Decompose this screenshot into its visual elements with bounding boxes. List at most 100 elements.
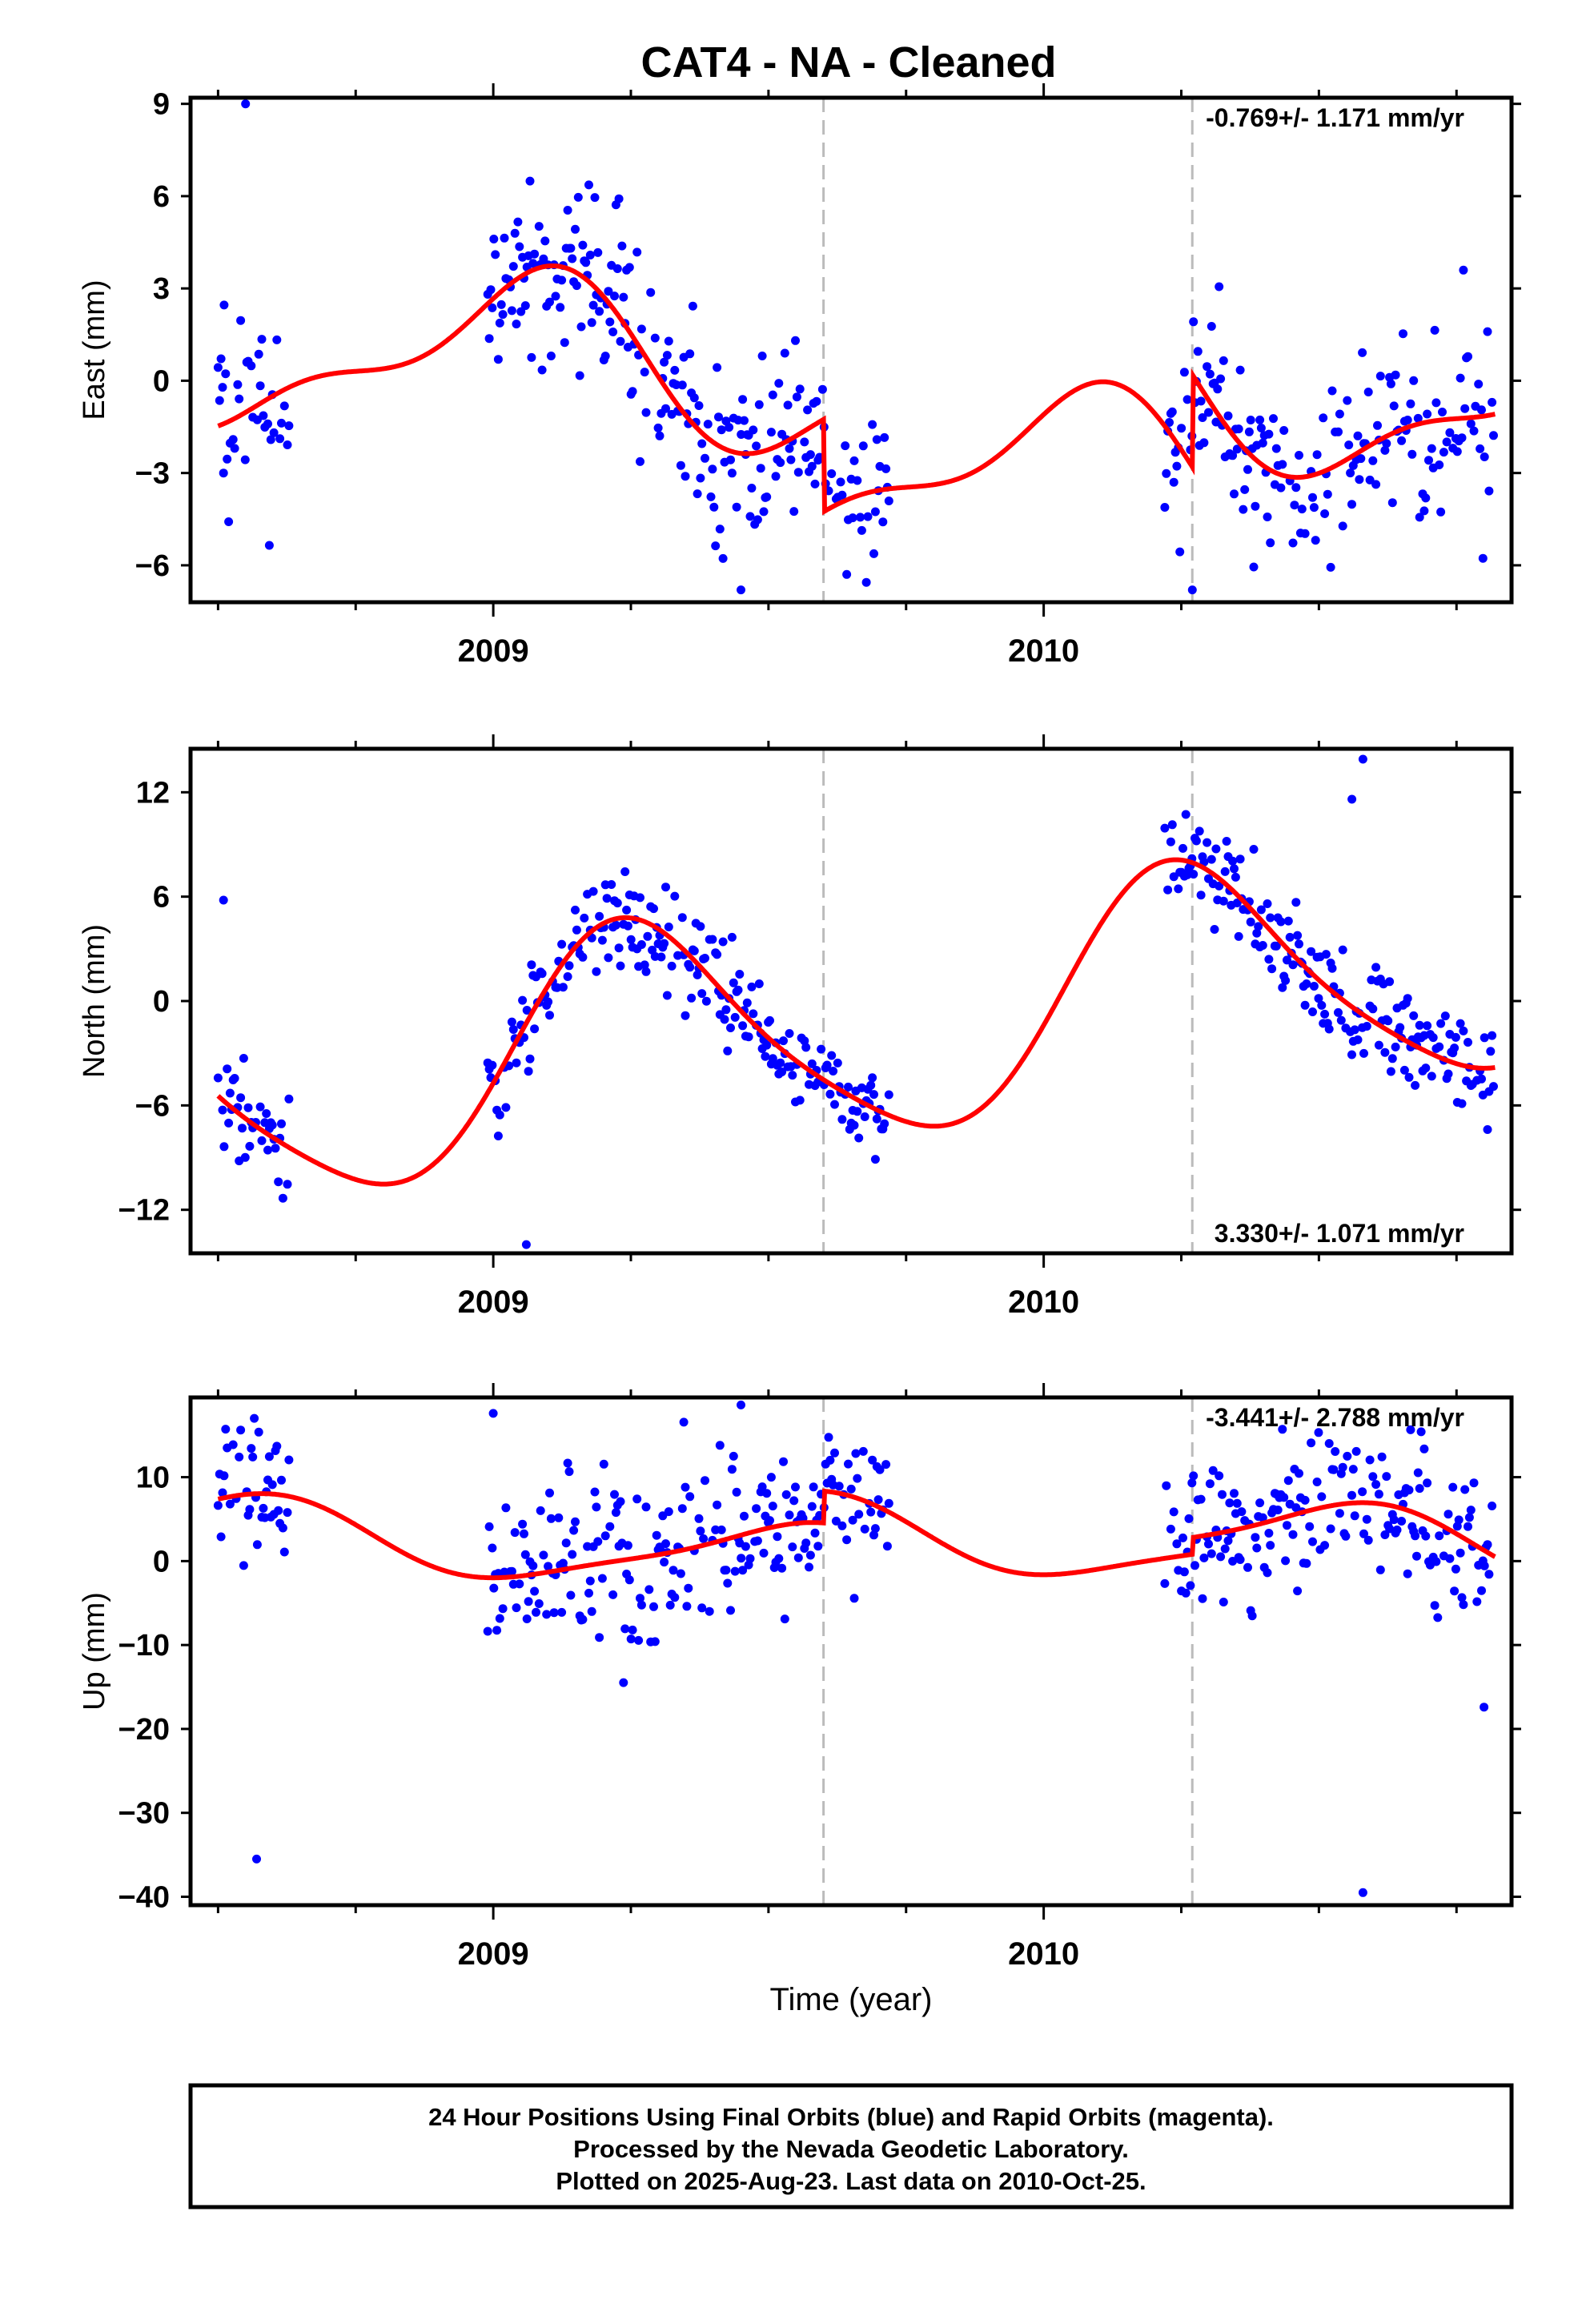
data-point-east-417 xyxy=(1456,373,1465,383)
data-point-up-235 xyxy=(849,1594,859,1603)
data-point-up-169 xyxy=(730,1566,740,1576)
data-point-east-208 xyxy=(780,348,789,358)
data-point-east-320 xyxy=(1251,501,1260,511)
data-point-east-428 xyxy=(1477,405,1486,415)
data-point-up-316 xyxy=(1273,1506,1283,1514)
data-point-up-359 xyxy=(1359,1529,1368,1538)
data-point-up-276 xyxy=(1204,1539,1213,1549)
data-point-east-91 xyxy=(575,371,584,380)
data-point-north-97 xyxy=(602,894,612,903)
data-point-up-2 xyxy=(216,1532,226,1542)
data-point-east-298 xyxy=(1215,282,1224,292)
data-point-east-395 xyxy=(1409,376,1419,385)
data-point-east-13 xyxy=(236,316,246,325)
data-point-up-354 xyxy=(1347,1490,1356,1500)
data-point-east-197 xyxy=(757,352,767,360)
data-point-east-32 xyxy=(277,418,286,428)
data-point-east-52 xyxy=(510,228,520,238)
data-point-east-42 xyxy=(493,355,503,364)
data-point-north-321 xyxy=(1285,932,1295,942)
data-point-up-410 xyxy=(1454,1515,1464,1525)
data-point-east-410 xyxy=(1439,448,1448,457)
data-point-north-85 xyxy=(578,952,588,962)
data-point-east-25 xyxy=(263,419,272,428)
data-point-north-350 xyxy=(1334,1007,1343,1017)
data-point-north-34 xyxy=(283,1180,292,1189)
data-point-up-368 xyxy=(1380,1530,1390,1539)
data-point-east-255 xyxy=(868,420,877,429)
xtick-label-east-1: 2010 xyxy=(1008,633,1079,669)
data-point-up-415 xyxy=(1464,1522,1472,1531)
data-point-north-342 xyxy=(1320,1009,1330,1019)
data-point-up-16 xyxy=(247,1444,256,1454)
data-point-east-140 xyxy=(661,404,670,413)
data-point-up-341 xyxy=(1317,1492,1327,1502)
data-point-up-306 xyxy=(1255,1498,1265,1508)
data-point-up-364 xyxy=(1371,1480,1381,1490)
data-point-up-146 xyxy=(681,1482,690,1492)
outlier-point-north-0 xyxy=(219,895,228,905)
data-point-north-179 xyxy=(749,1009,758,1019)
data-point-up-59 xyxy=(520,1550,530,1559)
outlier-point-up-3 xyxy=(1358,1888,1367,1897)
data-point-north-24 xyxy=(263,1145,272,1155)
data-point-up-297 xyxy=(1237,1507,1247,1517)
data-point-up-222 xyxy=(824,1433,833,1442)
data-point-north-78 xyxy=(564,961,574,971)
data-point-up-244 xyxy=(869,1530,878,1540)
data-point-north-152 xyxy=(701,954,709,963)
data-point-north-370 xyxy=(1374,1040,1383,1050)
data-point-up-103 xyxy=(600,1531,610,1541)
data-point-east-324 xyxy=(1258,438,1267,448)
data-point-north-236 xyxy=(854,1133,864,1143)
data-point-up-279 xyxy=(1208,1466,1218,1475)
data-point-north-222 xyxy=(829,1067,838,1076)
data-point-east-411 xyxy=(1442,437,1452,447)
data-point-north-171 xyxy=(733,985,743,995)
data-point-east-267 xyxy=(1162,468,1171,478)
data-point-east-150 xyxy=(677,380,687,390)
data-point-north-272 xyxy=(1195,826,1204,836)
data-point-east-104 xyxy=(595,307,604,316)
data-point-east-349 xyxy=(1312,450,1322,460)
data-point-north-223 xyxy=(830,1100,839,1109)
data-point-up-213 xyxy=(809,1482,818,1492)
data-point-east-118 xyxy=(617,241,627,251)
data-point-east-309 xyxy=(1232,444,1242,454)
data-point-east-248 xyxy=(853,476,862,485)
data-point-east-119 xyxy=(619,292,628,302)
data-point-east-177 xyxy=(725,423,734,432)
data-point-north-196 xyxy=(777,1068,787,1076)
data-point-north-208 xyxy=(801,1043,811,1052)
data-point-up-377 xyxy=(1397,1517,1407,1526)
data-point-north-374 xyxy=(1380,1047,1390,1057)
data-point-up-390 xyxy=(1416,1427,1426,1437)
data-point-north-285 xyxy=(1220,866,1230,876)
data-point-north-30 xyxy=(274,1177,283,1187)
data-point-north-300 xyxy=(1246,917,1255,927)
data-point-east-134 xyxy=(650,333,660,343)
data-point-east-362 xyxy=(1346,468,1355,478)
data-point-up-256 xyxy=(1166,1524,1175,1534)
data-point-east-265 xyxy=(884,497,893,505)
data-point-east-358 xyxy=(1335,409,1344,419)
data-point-east-40 xyxy=(489,235,499,243)
data-point-up-253 xyxy=(884,1498,893,1508)
data-point-north-335 xyxy=(1308,1007,1317,1016)
data-point-east-98 xyxy=(585,251,595,259)
data-point-north-377 xyxy=(1385,977,1395,987)
data-point-east-434 xyxy=(1489,431,1498,440)
data-point-up-97 xyxy=(590,1487,600,1497)
data-point-north-404 xyxy=(1428,1033,1438,1043)
data-point-up-248 xyxy=(875,1465,885,1474)
data-point-up-304 xyxy=(1252,1543,1262,1553)
data-point-north-301 xyxy=(1249,845,1259,854)
data-point-up-136 xyxy=(664,1507,673,1517)
data-point-up-88 xyxy=(571,1517,580,1526)
data-point-north-35 xyxy=(284,1094,294,1104)
data-point-east-76 xyxy=(551,292,560,301)
ytick-label-up-1: −30 xyxy=(118,1797,170,1831)
data-point-north-430 xyxy=(1480,1033,1489,1043)
chart-title: CAT4 - NA - Cleaned xyxy=(640,38,1056,86)
data-point-north-77 xyxy=(563,972,572,981)
